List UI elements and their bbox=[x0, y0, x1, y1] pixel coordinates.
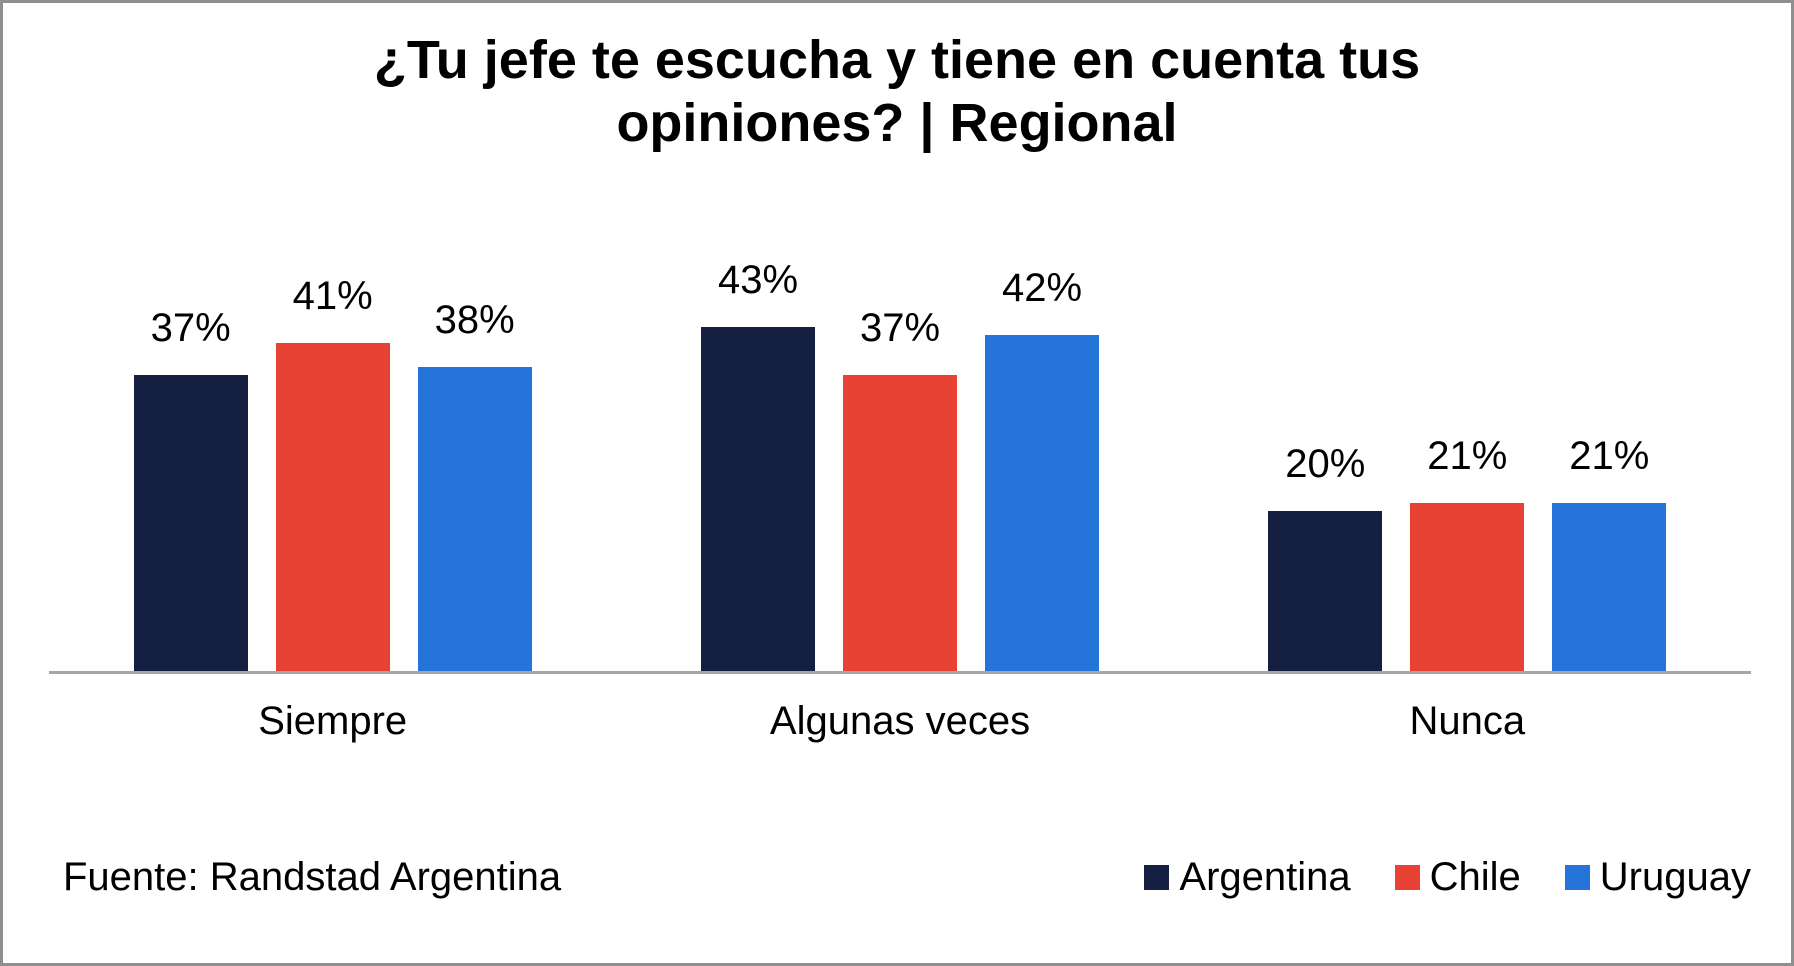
data-label: 41% bbox=[292, 274, 373, 318]
bar-chile-siempre bbox=[275, 343, 390, 671]
data-label: 37% bbox=[859, 306, 941, 350]
bar-chile-nunca bbox=[1410, 503, 1525, 671]
data-label: 43% bbox=[717, 258, 799, 302]
bar-group-siempre: 37% 41% 38% bbox=[49, 183, 616, 671]
data-label: 38% bbox=[434, 298, 515, 342]
legend: Argentina Chile Uruguay bbox=[1144, 855, 1751, 900]
bar-col-uruguay-algunas-veces: 42% bbox=[984, 266, 1099, 671]
chart-title: ¿Tu jefe te escucha y tiene en cuenta tu… bbox=[3, 29, 1791, 155]
x-axis-label-siempre: Siempre bbox=[258, 699, 408, 743]
bar-col-argentina-nunca: 20% bbox=[1268, 442, 1383, 671]
data-label: 37% bbox=[150, 306, 231, 350]
bar-col-chile-siempre: 41% bbox=[275, 274, 390, 671]
bar-uruguay-nunca bbox=[1552, 503, 1667, 671]
chart-title-text: ¿Tu jefe te escucha y tiene en cuenta tu… bbox=[373, 30, 1421, 154]
bar-uruguay-siempre bbox=[417, 367, 532, 671]
bar-argentina-siempre bbox=[133, 375, 248, 671]
legend-item-uruguay: Uruguay bbox=[1564, 855, 1751, 900]
data-label: 20% bbox=[1285, 442, 1366, 486]
x-axis-label-nunca: Nunca bbox=[1409, 699, 1526, 743]
legend-label-uruguay: Uruguay bbox=[1599, 855, 1751, 899]
bar-col-uruguay-nunca: 21% bbox=[1552, 434, 1667, 671]
bar-group-algunas-veces: 43% 37% 42% bbox=[616, 183, 1183, 671]
source-note: Fuente: Randstad Argentina bbox=[63, 855, 562, 899]
x-axis-labels: Siempre Algunas veces Nunca bbox=[49, 699, 1751, 744]
bar-argentina-algunas-veces bbox=[700, 327, 815, 671]
legend-item-argentina: Argentina bbox=[1144, 855, 1351, 900]
legend-label-argentina: Argentina bbox=[1179, 855, 1351, 899]
bar-col-argentina-siempre: 37% bbox=[133, 306, 248, 671]
plot-area: 37% 41% 38% 43% 37% 42% bbox=[49, 183, 1751, 674]
bar-col-chile-algunas-veces: 37% bbox=[842, 306, 957, 671]
bar-col-chile-nunca: 21% bbox=[1410, 434, 1525, 671]
bar-chile-algunas-veces bbox=[842, 375, 957, 671]
legend-label-chile: Chile bbox=[1429, 855, 1521, 899]
bar-col-argentina-algunas-veces: 43% bbox=[700, 258, 815, 671]
legend-swatch-uruguay bbox=[1564, 865, 1590, 890]
bar-argentina-nunca bbox=[1268, 511, 1383, 671]
data-label: 21% bbox=[1569, 434, 1650, 478]
x-axis-label-algunas-veces: Algunas veces bbox=[769, 699, 1031, 743]
data-label: 21% bbox=[1427, 434, 1508, 478]
bar-uruguay-algunas-veces bbox=[984, 335, 1099, 671]
bar-col-uruguay-siempre: 38% bbox=[417, 298, 532, 671]
bar-group-nunca: 20% 21% 21% bbox=[1184, 183, 1751, 671]
legend-item-chile: Chile bbox=[1394, 855, 1521, 900]
data-label: 42% bbox=[1001, 266, 1083, 310]
chart-footer: Fuente: Randstad Argentina Argentina Chi… bbox=[63, 855, 1751, 900]
legend-swatch-argentina bbox=[1144, 865, 1170, 890]
legend-swatch-chile bbox=[1394, 865, 1420, 890]
